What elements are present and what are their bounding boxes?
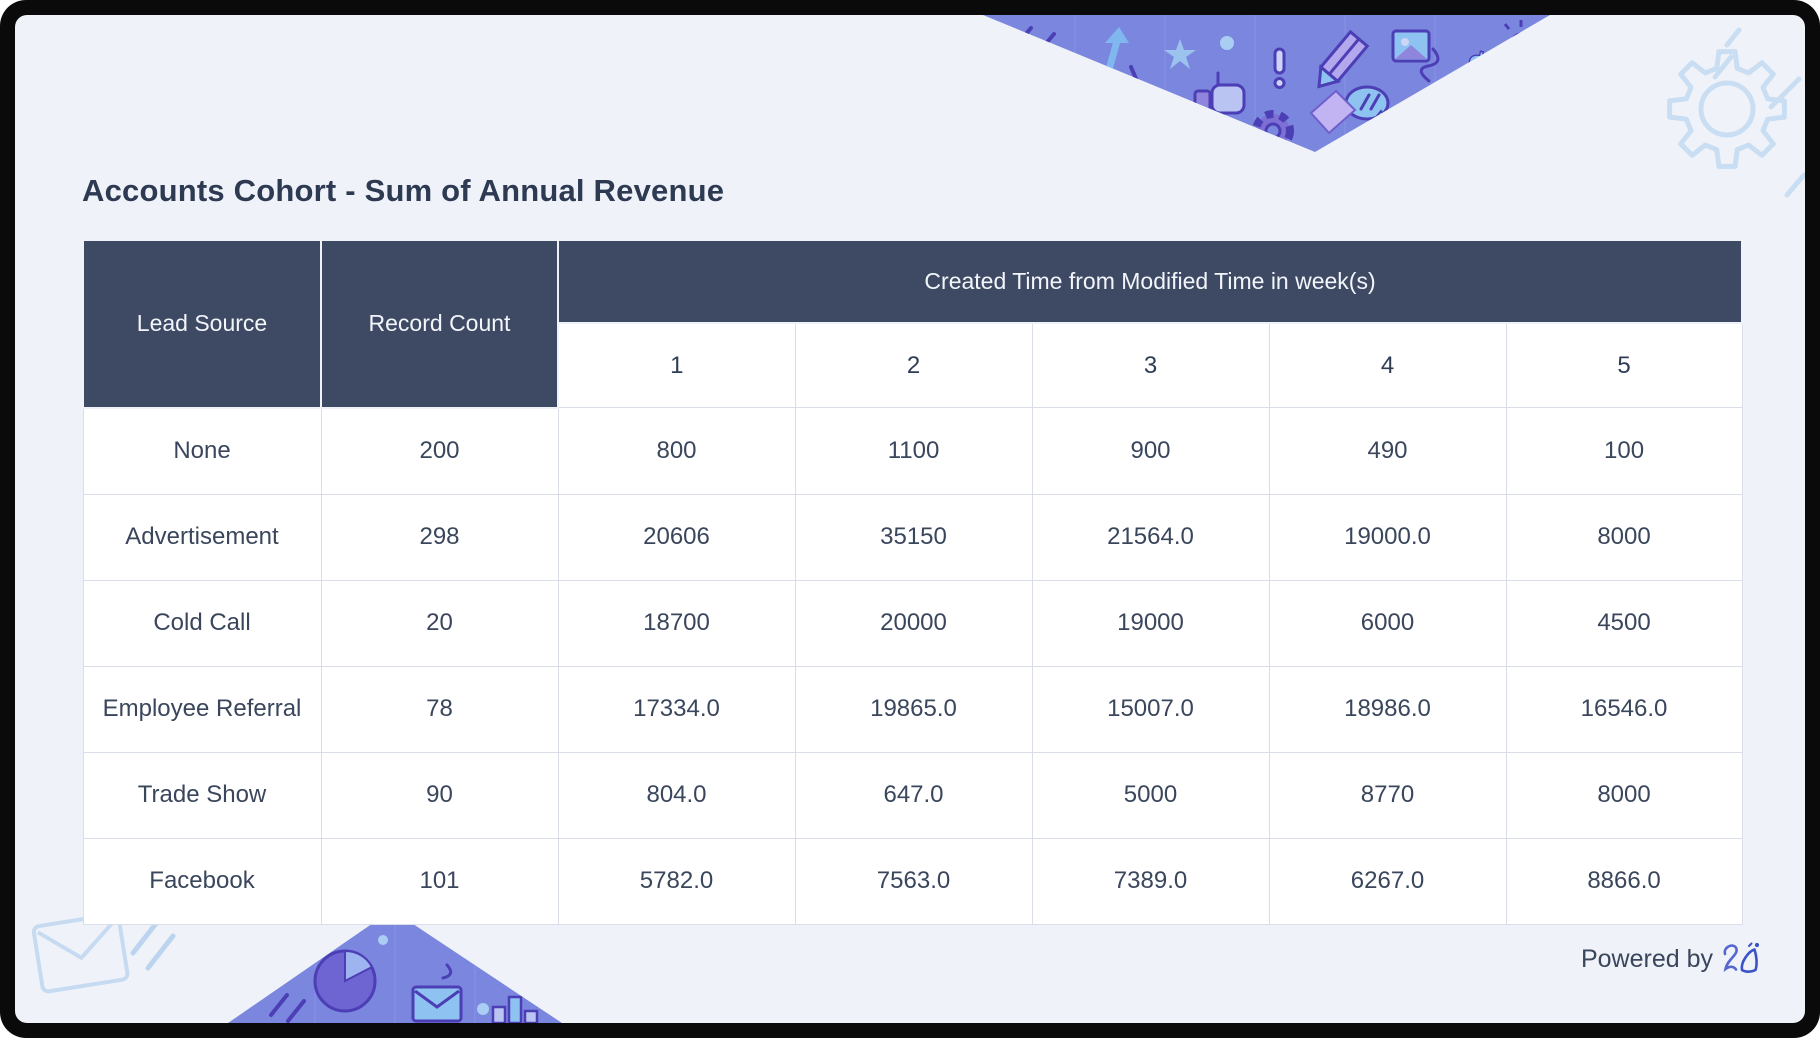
cell-value: 21564.0 (1031, 493, 1270, 581)
cell-value: 20606 (557, 493, 796, 581)
cell-value: 8770 (1268, 751, 1507, 839)
week-col-header-1: 1 (557, 322, 796, 408)
table-row: Cold Call 20 18700 20000 19000 6000 4500 (82, 579, 1743, 667)
slash-doodle-icon (269, 993, 306, 1023)
cell-record-count: 200 (320, 407, 559, 495)
cell-lead-source: Facebook (82, 837, 322, 925)
cell-value: 7389.0 (1031, 837, 1270, 925)
table-row: Trade Show 90 804.0 647.0 5000 8770 8000 (82, 751, 1743, 839)
zigzag-arrow-doodle-icon (1403, 111, 1426, 151)
slash-doodle-icon (1008, 26, 1056, 61)
cohort-table: Lead Source Record Count Created Time fr… (82, 239, 1744, 925)
week-col-header-4: 4 (1268, 322, 1507, 408)
zia-logo (1723, 942, 1760, 973)
powered-by-label: Powered by (1580, 944, 1713, 973)
thumbs-up-doodle-icon (1193, 71, 1246, 117)
photo-doodle-icon (1391, 29, 1431, 63)
cell-value: 800 (557, 407, 796, 495)
dollar-doodle-icon: $ (1461, 43, 1496, 92)
cell-value: 100 (1505, 407, 1743, 495)
week-col-header-3: 3 (1031, 322, 1270, 408)
dot-doodle-icon (1220, 36, 1234, 50)
cell-record-count: 78 (320, 665, 559, 753)
report-canvas: $ (15, 15, 1805, 1023)
col-header-record-count: Record Count (320, 239, 559, 409)
cell-value: 4500 (1505, 579, 1743, 667)
week-col-header-5: 5 (1505, 322, 1743, 408)
week-col-header-2: 2 (794, 322, 1033, 408)
table-row: None 200 800 1100 900 490 100 (82, 407, 1743, 495)
cell-lead-source: Advertisement (82, 493, 322, 581)
doodle-banner-top: $ (983, 15, 1550, 152)
cell-value: 8866.0 (1505, 837, 1743, 925)
triangle-doodle-icon (1501, 109, 1527, 139)
table-row: Advertisement 298 20606 35150 21564.0 19… (82, 493, 1743, 581)
cell-value: 18986.0 (1268, 665, 1507, 753)
speech-bubble-doodle-icon (1344, 85, 1392, 126)
cell-value: 16546.0 (1505, 665, 1743, 753)
cell-lead-source: Cold Call (82, 579, 322, 667)
cell-value: 5000 (1031, 751, 1270, 839)
arrow-up-doodle-icon (1103, 27, 1139, 83)
envelope-outline-icon (31, 912, 130, 994)
cell-value: 1100 (794, 407, 1033, 495)
cell-value: 647.0 (794, 751, 1033, 839)
cell-value: 804.0 (557, 751, 796, 839)
cell-value: 17334.0 (557, 665, 796, 753)
cell-lead-source: None (82, 407, 322, 495)
cell-value: 19000.0 (1268, 493, 1507, 581)
cell-record-count: 101 (320, 837, 559, 925)
group-header: Created Time from Modified Time in week(… (556, 239, 1744, 324)
cell-value: 19865.0 (794, 665, 1033, 753)
exclamation-doodle-icon (1273, 47, 1286, 89)
powered-by-zia-link[interactable]: Powered by (1581, 937, 1765, 981)
squiggle-doodle-icon (1419, 47, 1440, 83)
gear-outline-icon (1667, 49, 1787, 169)
cell-value: 19000 (1031, 579, 1270, 667)
cell-value: 6000 (1268, 579, 1507, 667)
lightbulb-doodle-icon (1503, 20, 1539, 54)
star-doodle-icon (1164, 39, 1196, 69)
cell-value: 6267.0 (1268, 837, 1507, 925)
table-row: Employee Referral 78 17334.0 19865.0 150… (82, 665, 1743, 753)
cell-value: 20000 (794, 579, 1033, 667)
cell-record-count: 20 (320, 579, 559, 667)
cell-value: 8000 (1505, 751, 1743, 839)
cell-value: 7563.0 (794, 837, 1033, 925)
envelope-doodle-icon (411, 985, 463, 1023)
cell-value: 15007.0 (1031, 665, 1270, 753)
diamond-doodle-icon (1309, 89, 1357, 135)
bar-chart-doodle-icon (491, 995, 539, 1023)
cell-value: 18700 (557, 579, 796, 667)
pie-chart-doodle-icon (313, 949, 377, 1013)
cell-value: 35150 (794, 493, 1033, 581)
cell-value: 5782.0 (557, 837, 796, 925)
table-row: Facebook 101 5782.0 7563.0 7389.0 6267.0… (82, 837, 1743, 925)
diagonal-lines-decoration (1712, 27, 1805, 198)
cell-lead-source: Trade Show (82, 751, 322, 839)
gear-doodle-icon (1252, 110, 1294, 152)
cell-value: 8000 (1505, 493, 1743, 581)
cell-record-count: 90 (320, 751, 559, 839)
cell-record-count: 298 (320, 493, 559, 581)
col-header-lead-source: Lead Source (82, 239, 322, 409)
cell-lead-source: Employee Referral (82, 665, 322, 753)
pencil-doodle-icon (1317, 29, 1370, 89)
cell-value: 900 (1031, 407, 1270, 495)
cell-value: 490 (1268, 407, 1507, 495)
page-title: Accounts Cohort - Sum of Annual Revenue (82, 173, 725, 208)
